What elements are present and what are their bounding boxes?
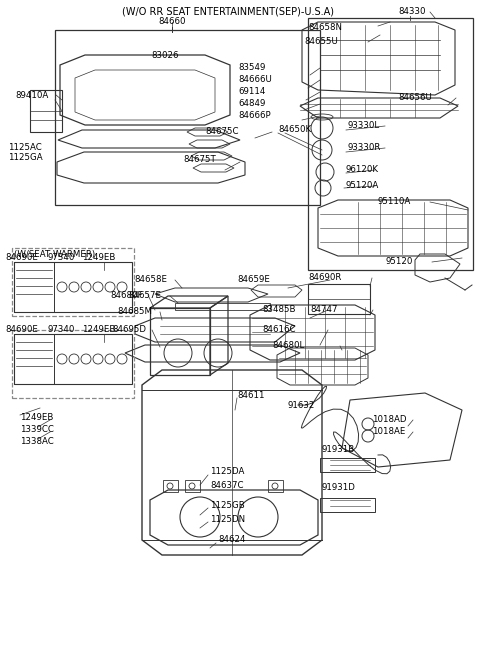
- Text: 95120A: 95120A: [345, 181, 378, 191]
- Text: 96120K: 96120K: [345, 166, 378, 174]
- Text: (W/O RR SEAT ENTERTAINMENT(SEP)-U.S.A): (W/O RR SEAT ENTERTAINMENT(SEP)-U.S.A): [122, 7, 334, 17]
- Bar: [14, 334, 132, 384]
- Text: 84659E: 84659E: [237, 276, 270, 284]
- Text: 1125GB: 1125GB: [210, 500, 245, 510]
- Text: 84658N: 84658N: [308, 24, 342, 33]
- Text: 1018AE: 1018AE: [372, 428, 406, 436]
- Text: 1249EB: 1249EB: [82, 253, 115, 263]
- Text: 84656U: 84656U: [398, 94, 432, 102]
- Text: 84330: 84330: [398, 7, 425, 16]
- Bar: [12, 330, 134, 398]
- Text: 97340: 97340: [48, 326, 75, 335]
- Text: 84611: 84611: [237, 390, 264, 400]
- Text: 83026: 83026: [151, 52, 179, 60]
- Text: 1338AC: 1338AC: [20, 438, 54, 447]
- Text: 83485B: 83485B: [262, 305, 296, 314]
- Text: 84660: 84660: [158, 18, 186, 26]
- Text: 84666U: 84666U: [238, 75, 272, 84]
- Text: (W/SEAT WARMER): (W/SEAT WARMER): [14, 250, 95, 259]
- Text: 1125DN: 1125DN: [210, 514, 245, 523]
- Text: 1018AD: 1018AD: [372, 415, 407, 424]
- Text: 84657E: 84657E: [128, 291, 161, 301]
- Text: 84690E: 84690E: [5, 326, 38, 335]
- Text: 84616C: 84616C: [262, 326, 296, 335]
- Bar: [14, 334, 54, 384]
- Text: 91632: 91632: [288, 400, 315, 409]
- Text: 64849: 64849: [238, 100, 265, 109]
- Text: 93330R: 93330R: [348, 143, 382, 153]
- Text: 84685M: 84685M: [117, 307, 152, 316]
- Text: 1125DA: 1125DA: [210, 468, 244, 476]
- Text: 84680L: 84680L: [272, 341, 304, 350]
- Bar: [185, 480, 200, 492]
- Text: 1249EB: 1249EB: [82, 326, 115, 335]
- Text: 84695D: 84695D: [112, 326, 146, 335]
- Text: 84675C: 84675C: [205, 128, 239, 136]
- Text: 91931D: 91931D: [322, 483, 356, 493]
- Text: 93330L: 93330L: [348, 121, 380, 130]
- Text: 84624: 84624: [218, 536, 245, 544]
- Text: 95110A: 95110A: [378, 198, 411, 206]
- Bar: [163, 480, 178, 492]
- Text: 91931B: 91931B: [322, 445, 355, 455]
- Text: 84690R: 84690R: [308, 274, 341, 282]
- Text: 1125GA: 1125GA: [8, 153, 43, 162]
- Text: 84747: 84747: [310, 305, 337, 314]
- Text: 84650K: 84650K: [278, 126, 311, 134]
- Text: 1249EB: 1249EB: [20, 413, 53, 422]
- Text: 97340: 97340: [48, 253, 75, 263]
- Bar: [14, 262, 54, 312]
- Text: 84666P: 84666P: [238, 111, 271, 121]
- Text: 89410A: 89410A: [15, 90, 48, 100]
- Bar: [308, 18, 473, 270]
- Text: 1339CC: 1339CC: [20, 426, 54, 434]
- Bar: [30, 90, 62, 132]
- Text: 83549: 83549: [238, 64, 265, 73]
- Text: 84675T: 84675T: [183, 155, 216, 164]
- Text: 1125AC: 1125AC: [8, 143, 42, 153]
- Text: 84655U: 84655U: [304, 37, 338, 47]
- Text: 95120: 95120: [385, 257, 412, 267]
- Bar: [55, 30, 320, 205]
- Bar: [268, 480, 283, 492]
- Text: 84637C: 84637C: [210, 481, 243, 491]
- Bar: [308, 284, 370, 314]
- Bar: [14, 262, 132, 312]
- Bar: [12, 248, 134, 316]
- Text: 69114: 69114: [238, 88, 265, 96]
- Text: 84658E: 84658E: [134, 276, 167, 284]
- Text: 84680F: 84680F: [110, 291, 143, 299]
- Text: 84690E: 84690E: [5, 253, 38, 263]
